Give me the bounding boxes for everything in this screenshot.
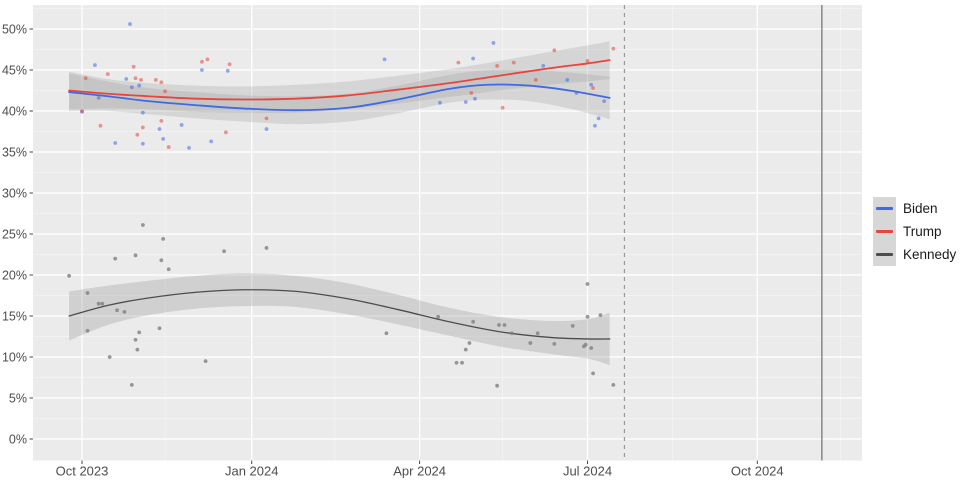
panel-background [33,5,862,461]
biden-line-swatch-icon [876,207,893,210]
y-tick-label: 10% [2,350,27,364]
y-tick-label: 40% [2,104,27,118]
kennedy-confidence-ribbon [69,273,610,366]
y-tick-label: 5% [9,391,27,405]
y-tick-label: 50% [2,22,27,36]
trump-trend-line [68,59,611,101]
y-tick-label: 30% [2,186,27,200]
x-tick-label: Apr 2024 [393,464,446,479]
trump-confidence-ribbon [69,41,610,113]
y-tick-label: 45% [2,63,27,77]
legend-item-trump: Trump [873,220,956,243]
biden-trend-line [68,83,611,112]
chart-legend: Biden Trump Kennedy [873,197,956,266]
biden-poll-points [80,22,607,150]
y-tick-label: 25% [2,227,27,241]
legend-item-kennedy: Kennedy [873,243,956,266]
grid-major [33,5,862,461]
y-tick-label: 0% [9,432,27,446]
legend-label-biden: Biden [903,201,938,216]
trump-line-swatch-icon [876,230,893,233]
y-tick-label: 35% [2,145,27,159]
x-tick-label: Oct 2024 [731,464,784,479]
legend-label-kennedy: Kennedy [903,247,957,262]
grid-minor [33,5,862,461]
x-tick-label: Oct 2023 [56,464,109,479]
legend-key-trump [873,220,896,243]
legend-item-biden: Biden [873,197,956,220]
y-tick-label: 15% [2,309,27,323]
legend-key-kennedy [873,243,896,266]
kennedy-line-swatch-icon [876,253,893,256]
y-tick-label: 20% [2,268,27,282]
x-tick-label: Jul 2024 [563,464,612,479]
x-tick-label: Jan 2024 [225,464,279,479]
kennedy-poll-points [67,223,616,388]
axes: 0% 5% 10% 15% 20% 25% 30% 35% 40% 45% 50% Oct 2023 J… [2,22,784,478]
legend-label-trump: Trump [903,224,942,239]
legend-key-biden [873,197,896,220]
kennedy-trend-line [68,289,611,340]
trump-poll-points [80,46,616,149]
